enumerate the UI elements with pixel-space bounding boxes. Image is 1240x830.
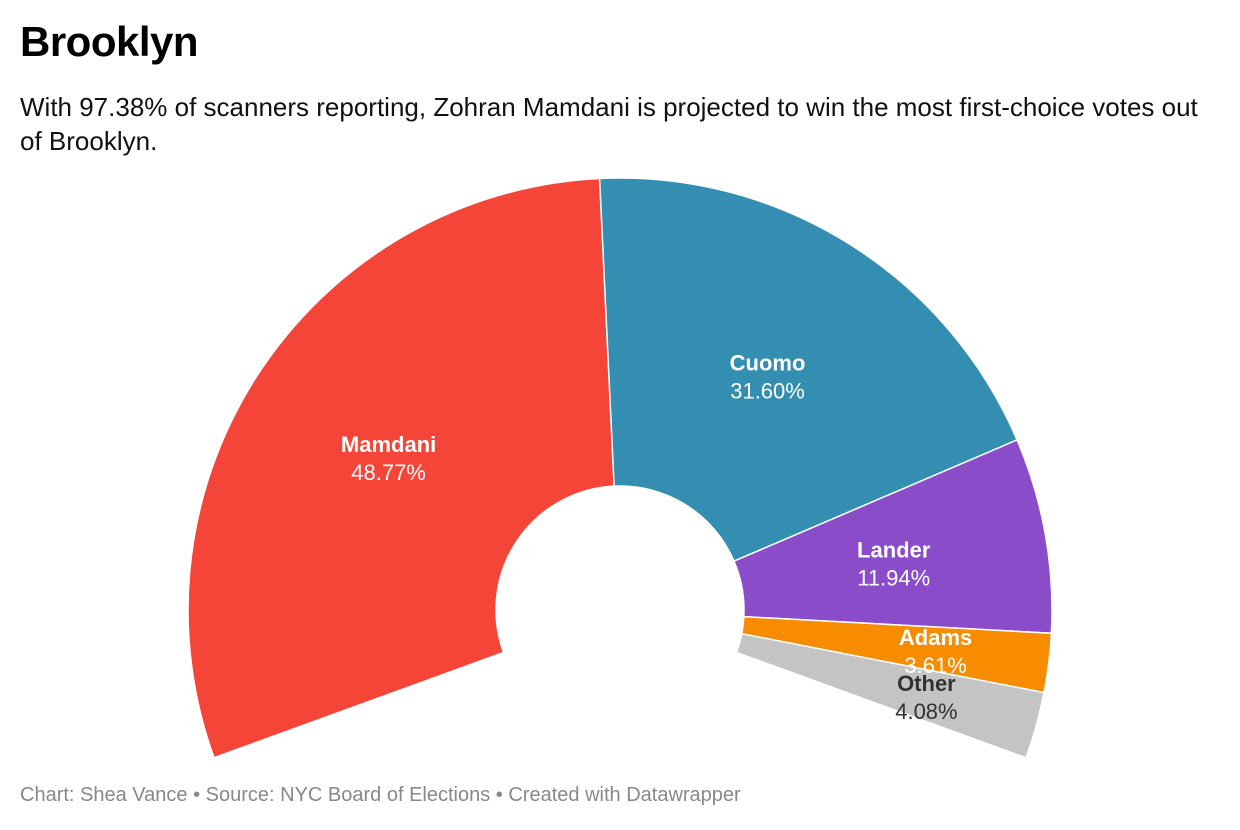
slice-value-lander: 11.94% [857, 565, 930, 590]
slice-other [735, 632, 1045, 759]
slice-mamdani [187, 177, 615, 759]
labels-group: Mamdani 48.77% Cuomo 31.60% Lander 11.94% Adam… [341, 350, 972, 724]
slice-value-other: 4.08% [895, 699, 957, 724]
footer-separator-1: • [187, 784, 206, 806]
slices-group [187, 177, 1053, 759]
slice-label-other: Other [897, 671, 956, 696]
slice-label-mamdani: Mamdani [341, 432, 436, 457]
footer-separator-2: • [490, 784, 509, 806]
slice-lander [733, 438, 1053, 635]
chart-subtitle: With 97.38% of scanners reporting, Zohra… [20, 92, 1198, 156]
semi-donut-chart: Mamdani 48.77% Cuomo 31.60% Lander 11.94% Adam… [187, 177, 1053, 759]
chart-area: Mamdani 48.77% Cuomo 31.60% Lander 11.94% Adam… [0, 170, 1240, 770]
slice-value-mamdani: 48.77% [351, 460, 426, 485]
slice-label-adams: Adams [899, 625, 972, 650]
chart-title: Brooklyn [20, 18, 199, 65]
footer-source: Source: NYC Board of Elections [205, 784, 491, 806]
footer-tool: Created with Datawrapper [508, 784, 741, 806]
slice-value-cuomo: 31.60% [730, 378, 805, 403]
footer-credit: Chart: Shea Vance [20, 784, 188, 806]
slice-label-lander: Lander [857, 537, 931, 562]
slice-value-adams: 3.61% [904, 653, 966, 678]
slice-cuomo [598, 177, 1019, 563]
slice-label-cuomo: Cuomo [730, 350, 806, 375]
chart-footer: Chart: Shea Vance • Source: NYC Board of… [20, 784, 741, 807]
